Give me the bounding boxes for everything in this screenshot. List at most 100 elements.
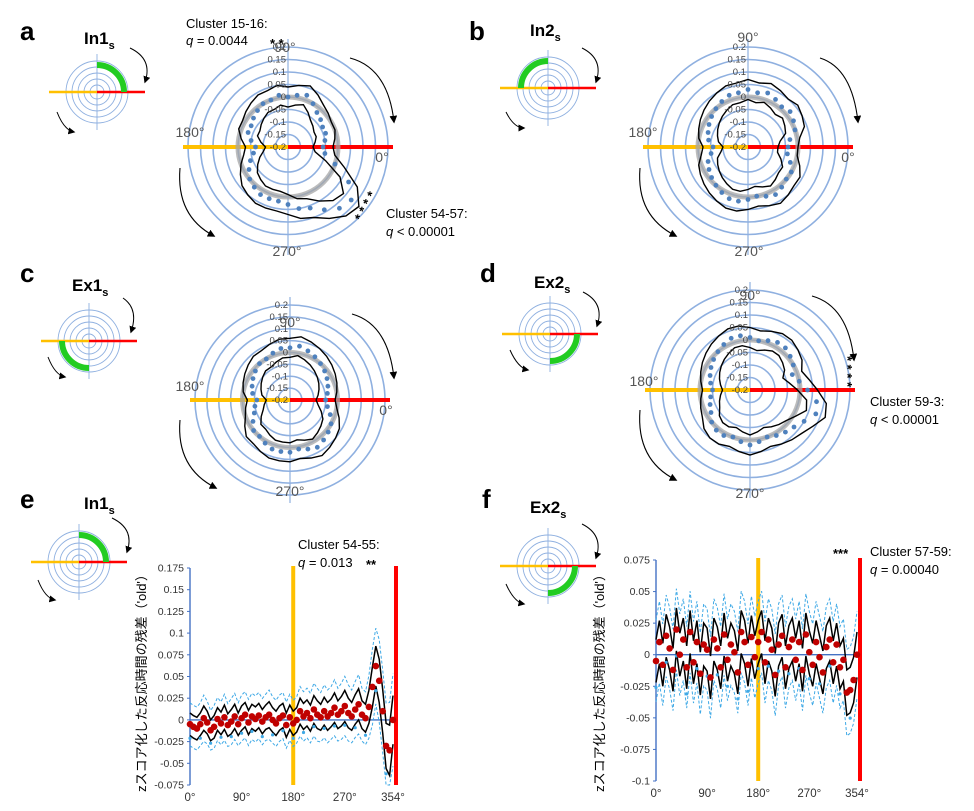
mean-point bbox=[795, 638, 803, 646]
radar-mean-point bbox=[756, 338, 762, 344]
annotation-a-cluster-54-57: * * * * Cluster 54-57: q < 0.00001 bbox=[351, 188, 467, 239]
mean-point bbox=[214, 715, 221, 723]
radar-r-tick-label: 0.2 bbox=[735, 285, 748, 296]
mean-point bbox=[331, 704, 338, 711]
radar-mean-point bbox=[245, 130, 251, 135]
radar-mean-point bbox=[738, 333, 743, 339]
radar-mean-point bbox=[276, 198, 281, 204]
condition-icon-b bbox=[500, 47, 602, 132]
radar-mean-point bbox=[269, 446, 275, 452]
panel-label-b: b bbox=[469, 16, 485, 46]
radar-b-angle-labels: 90° 180° 0° 270° bbox=[629, 29, 855, 259]
icon-green-arc bbox=[78, 532, 109, 563]
mean-point bbox=[703, 646, 711, 653]
radar-mean-point bbox=[322, 368, 327, 374]
radar-mean-point bbox=[707, 402, 713, 407]
radar-d-label-270: 270° bbox=[736, 485, 765, 501]
mean-point bbox=[768, 646, 776, 653]
radar-ci-upper bbox=[699, 325, 828, 456]
x-tick-label: 354° bbox=[381, 792, 405, 804]
blue-point bbox=[746, 689, 750, 693]
radar-d-label-180: 180° bbox=[630, 373, 659, 389]
mean-point bbox=[690, 659, 697, 666]
radar-mean-point bbox=[773, 192, 778, 198]
ci-lower-line bbox=[189, 685, 394, 779]
panel-label-a: a bbox=[20, 16, 35, 46]
mean-point bbox=[265, 711, 273, 718]
radar-mean-point bbox=[278, 346, 284, 351]
radar-mean-point bbox=[745, 87, 751, 92]
y-tick-label: 0.075 bbox=[158, 649, 184, 661]
blue-point bbox=[198, 736, 202, 740]
annotation-a1-stars: * * bbox=[270, 36, 285, 51]
y-tick-label: -0.025 bbox=[620, 681, 650, 693]
mean-point bbox=[737, 628, 745, 636]
radar-mean-point bbox=[791, 424, 797, 430]
rotation-arrow-icon bbox=[37, 579, 57, 603]
radar-r-tick-label: 0.1 bbox=[273, 67, 286, 78]
radar-r-tick-label: -0.2 bbox=[272, 395, 288, 406]
mean-point bbox=[338, 707, 345, 715]
rotation-arrow-icon bbox=[179, 167, 216, 237]
radar-mean-point bbox=[250, 419, 256, 424]
mean-point bbox=[286, 714, 294, 721]
radar-r-tick-label: 0.05 bbox=[728, 80, 747, 91]
radar-mean-point bbox=[726, 196, 732, 202]
y-tick-label: -0.075 bbox=[620, 744, 650, 756]
radar-mean-point bbox=[314, 444, 320, 450]
radar-mean-point bbox=[322, 151, 328, 156]
line-chart-f: -0.1 -0.075 -0.05 -0.025 0 0.025 0.05 0.075 0° 90… bbox=[620, 555, 869, 801]
mean-point bbox=[840, 656, 847, 664]
rotation-arrow-icon bbox=[111, 517, 133, 554]
annotation-a2-q: q < 0.00001 bbox=[386, 224, 455, 239]
radar-mean-point bbox=[709, 419, 715, 425]
radar-mean-point bbox=[713, 182, 719, 188]
mean-point bbox=[754, 638, 762, 646]
blue-point bbox=[736, 697, 740, 701]
radar-r-tick-label: -0.1 bbox=[270, 117, 286, 128]
radar-mean-point bbox=[719, 190, 725, 195]
blue-point bbox=[229, 735, 233, 739]
blue-point bbox=[291, 736, 295, 741]
mean-point bbox=[255, 712, 263, 719]
radar-a-label-0: 0° bbox=[375, 149, 388, 165]
mean-point bbox=[683, 664, 690, 671]
radar-mean-point bbox=[321, 207, 327, 213]
radar-b-label-180: 180° bbox=[629, 124, 658, 140]
annotation-d1-stars: * * * * bbox=[840, 356, 855, 388]
radar-mean-point bbox=[304, 92, 310, 98]
mean-point bbox=[659, 661, 667, 669]
radar-r-tick-label: 0.2 bbox=[273, 42, 286, 53]
mean-point bbox=[362, 714, 369, 722]
radar-c-label-0: 0° bbox=[379, 402, 392, 418]
x-tick-label: 0° bbox=[185, 792, 196, 804]
radar-mean-point bbox=[708, 151, 714, 156]
mean-point bbox=[748, 633, 755, 641]
annotation-e1-stars: ** bbox=[366, 557, 377, 572]
mean-point bbox=[809, 661, 816, 669]
mean-point bbox=[217, 720, 225, 727]
radar-mean-point bbox=[250, 391, 256, 396]
mean-point bbox=[758, 628, 765, 636]
mean-point bbox=[693, 638, 701, 646]
radar-mean-point bbox=[325, 391, 330, 396]
radar-mean-point bbox=[324, 376, 330, 381]
radar-mean-point bbox=[253, 144, 258, 150]
y-tick-label: 0.075 bbox=[624, 555, 650, 567]
radar-mean-point bbox=[787, 160, 793, 165]
radar-ci-lower bbox=[716, 98, 787, 193]
blue-point bbox=[685, 692, 689, 696]
radar-mean-point bbox=[268, 97, 274, 103]
blue-point bbox=[787, 672, 791, 676]
radar-mean-point bbox=[708, 380, 713, 386]
x-tick-label: 90° bbox=[698, 788, 715, 800]
mean-point bbox=[826, 636, 833, 643]
blue-point bbox=[807, 677, 811, 681]
radar-mean-point bbox=[348, 197, 354, 203]
blue-point bbox=[271, 733, 275, 737]
radar-mean-point bbox=[296, 446, 302, 452]
radar-mean-point bbox=[814, 399, 819, 405]
blue-point bbox=[343, 723, 347, 727]
ci-outer-upper bbox=[189, 628, 394, 712]
radar-mean-point bbox=[248, 158, 253, 164]
